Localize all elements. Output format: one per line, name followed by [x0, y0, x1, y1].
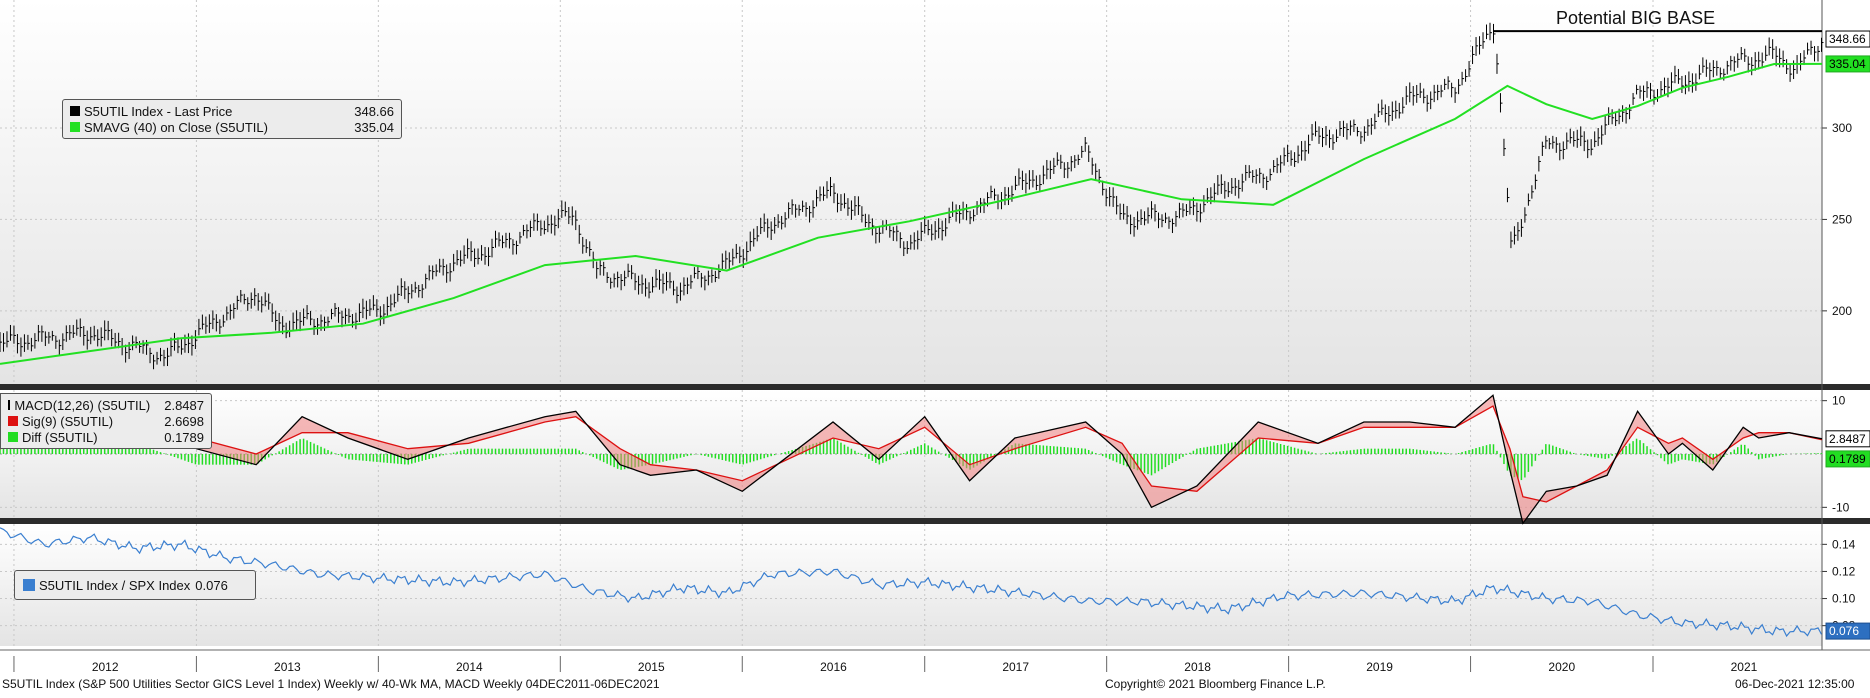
- x-tick-label: 2021: [1731, 660, 1758, 674]
- last-price-tag-box: [1825, 30, 1870, 48]
- y-tick-label: 10: [1832, 394, 1846, 408]
- ratio-legend: S5UTIL Index / SPX Index 0.076: [14, 570, 256, 600]
- y-tick-label: 250: [1832, 212, 1852, 226]
- ratio-swatch: [23, 579, 35, 591]
- y-tick-label: 300: [1832, 121, 1852, 135]
- macd-value-tag-text: 2.8487: [1829, 432, 1866, 446]
- x-tick-label: 2018: [1184, 660, 1211, 674]
- panel-background: [0, 0, 1822, 384]
- ratio-legend-row: S5UTIL Index / SPX Index 0.076: [23, 577, 247, 593]
- ma-series-swatch: [70, 122, 80, 132]
- diff-swatch: [8, 432, 18, 442]
- ratio-value-tag-text: 0.076: [1829, 624, 1859, 638]
- signal-line: [0, 405, 1823, 503]
- macd-value-tag-box: [1825, 430, 1870, 448]
- moving-average-line: [0, 62, 1823, 365]
- x-tick-label: 2012: [92, 660, 119, 674]
- y-tick-label: 0.10: [1832, 592, 1856, 606]
- x-tick-label: 2014: [456, 660, 483, 674]
- macd-line: [0, 394, 1823, 525]
- price-series-swatch: [70, 106, 80, 116]
- ma-value-tag-box: [1825, 55, 1870, 73]
- diff-value-tag-text: 0.1789: [1829, 452, 1866, 466]
- panel-divider: [0, 518, 1870, 524]
- diff-value: 0.1789: [164, 429, 204, 445]
- x-tick-label: 2017: [1002, 660, 1029, 674]
- x-tick-label: 2013: [274, 660, 301, 674]
- ratio-value-tag-box: [1825, 622, 1870, 640]
- panel-background: [0, 524, 1822, 646]
- y-tick-label: 200: [1832, 304, 1852, 318]
- macd-legend-row: MACD(12,26) (S5UTIL) 2.8487: [8, 397, 204, 413]
- ma-series-name: SMAVG (40) on Close (S5UTIL): [84, 119, 268, 135]
- signal-legend-row: Sig(9) (S5UTIL) 2.6698: [8, 413, 204, 429]
- price-legend-row-ma: SMAVG (40) on Close (S5UTIL) 335.04: [70, 119, 394, 135]
- price-series-value: 348.66: [354, 103, 394, 119]
- ma-value-tag-text: 335.04: [1829, 57, 1866, 71]
- macd-name: MACD(12,26) (S5UTIL): [14, 397, 151, 413]
- x-tick-label: 2019: [1366, 660, 1393, 674]
- copyright-text: Copyright© 2021 Bloomberg Finance L.P.: [1105, 677, 1326, 691]
- signal-value: 2.6698: [164, 413, 204, 429]
- price-legend-row-last: S5UTIL Index - Last Price 348.66: [70, 103, 394, 119]
- ratio-value: 0.076: [195, 577, 228, 593]
- x-tick-label: 2020: [1548, 660, 1575, 674]
- ratio-name: S5UTIL Index / SPX Index: [39, 577, 191, 593]
- y-tick-label: 0.12: [1832, 564, 1856, 578]
- x-tick-label: 2015: [638, 660, 665, 674]
- price-legend: S5UTIL Index - Last Price 348.66 SMAVG (…: [62, 99, 402, 139]
- y-tick-label: 0.14: [1832, 537, 1856, 551]
- y-tick-label: -10: [1832, 500, 1850, 514]
- timestamp-text: 06-Dec-2021 12:35:00: [1735, 677, 1855, 691]
- macd-value: 2.8487: [164, 397, 204, 413]
- annotation-label: Potential BIG BASE: [1556, 8, 1716, 28]
- panel-divider: [0, 384, 1870, 390]
- price-series-name: S5UTIL Index - Last Price: [84, 103, 233, 119]
- diff-legend-row: Diff (S5UTIL) 0.1789: [8, 429, 204, 445]
- last-price-tag-text: 348.66: [1829, 32, 1866, 46]
- x-tick-label: 2016: [820, 660, 847, 674]
- macd-legend: MACD(12,26) (S5UTIL) 2.8487 Sig(9) (S5UT…: [0, 393, 212, 449]
- ratio-line: [0, 527, 1823, 638]
- diff-name: Diff (S5UTIL): [22, 429, 98, 445]
- macd-swatch: [8, 400, 11, 410]
- ma-series-value: 335.04: [354, 119, 394, 135]
- signal-swatch: [8, 416, 18, 426]
- signal-name: Sig(9) (S5UTIL): [22, 413, 114, 429]
- chart-title: S5UTIL Index (S&P 500 Utilities Sector G…: [2, 677, 660, 691]
- diff-value-tag-box: [1825, 450, 1870, 468]
